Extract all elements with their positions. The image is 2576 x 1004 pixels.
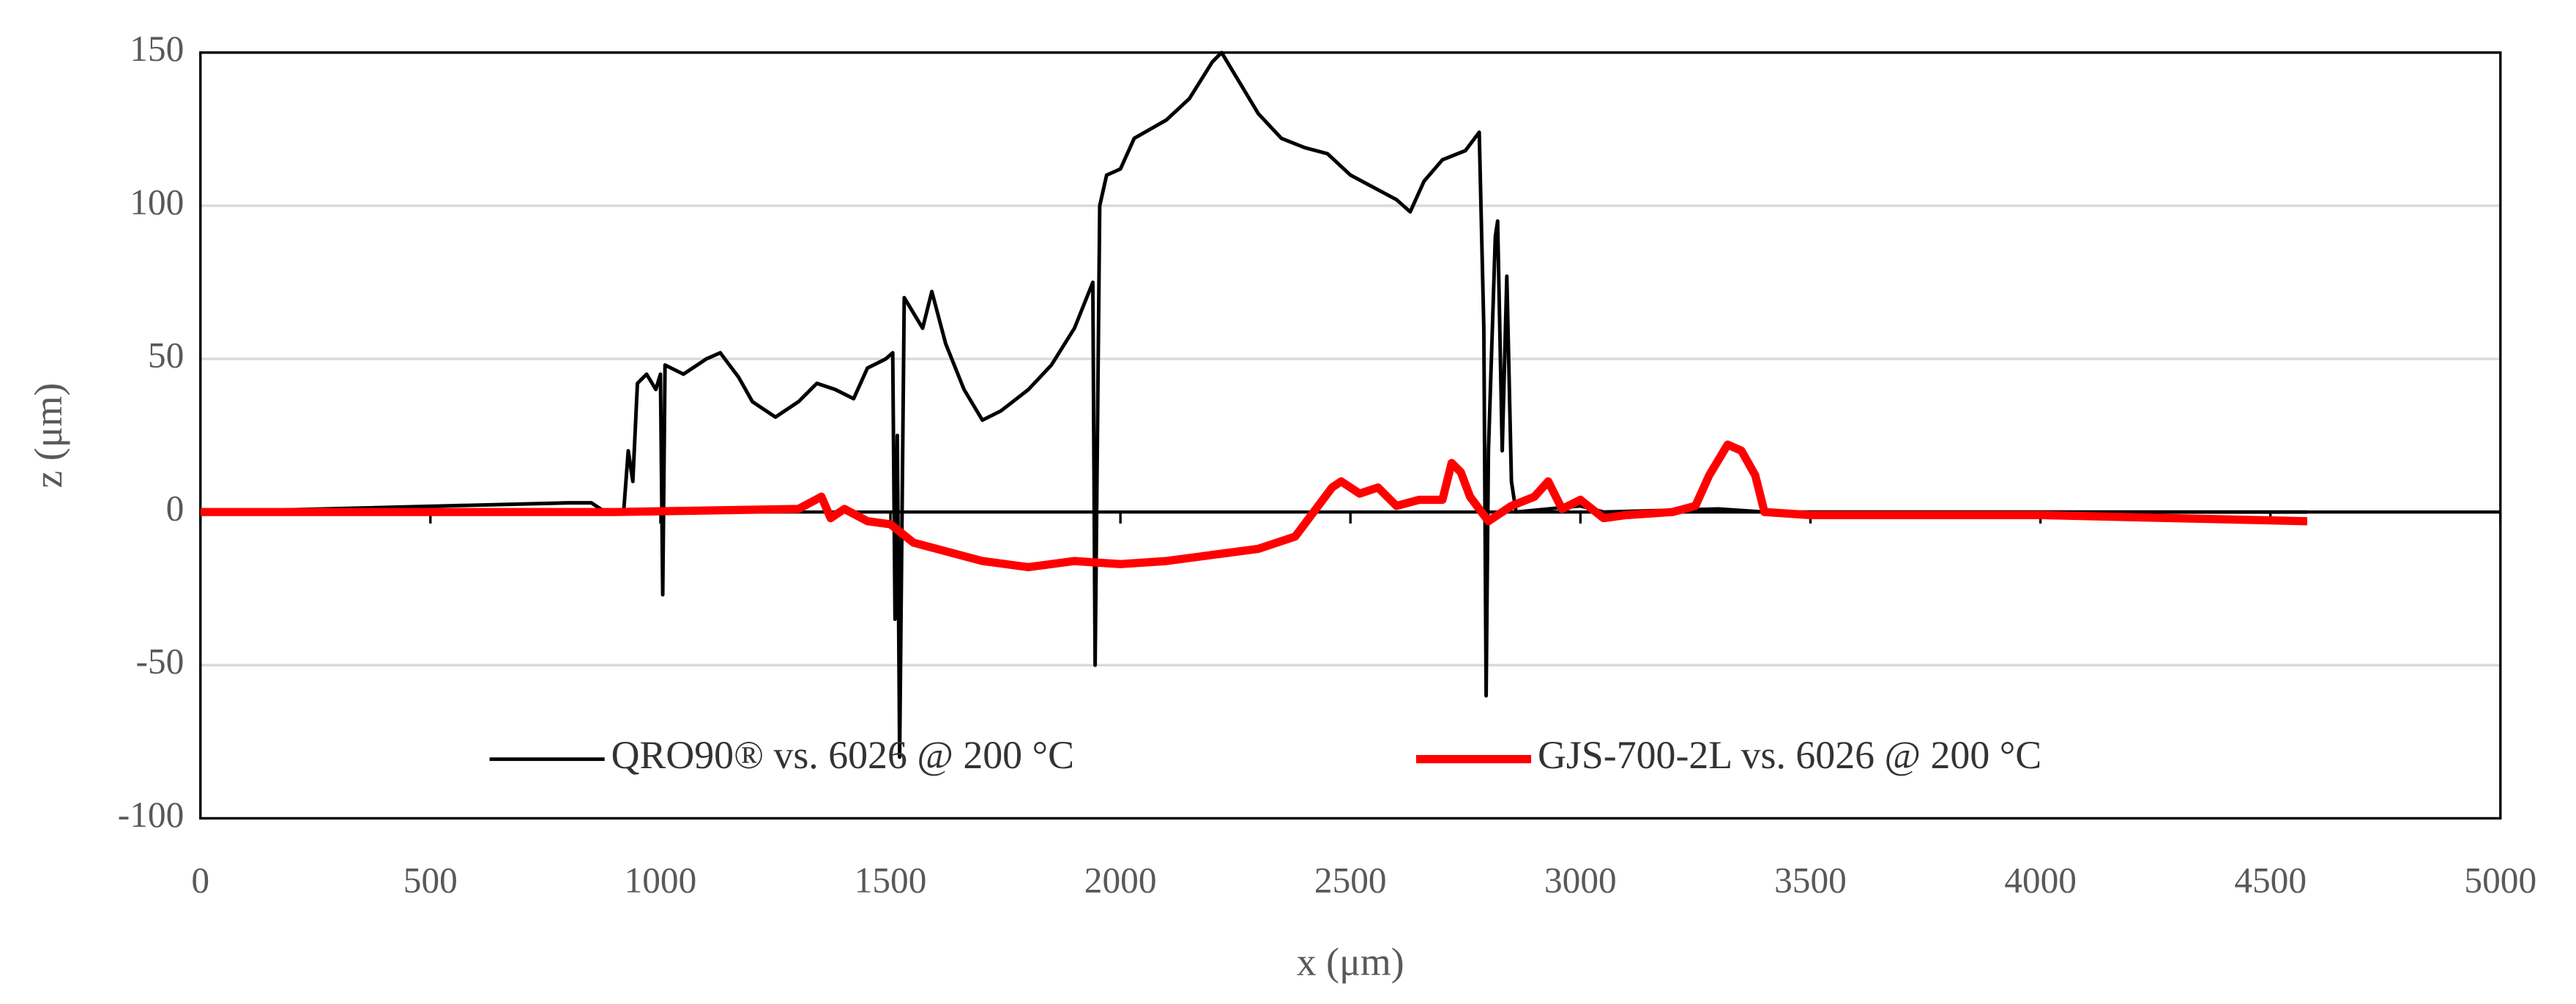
x-tick-label: 0 — [191, 860, 209, 901]
y-tick-label: -50 — [135, 642, 184, 682]
y-tick-label: 100 — [130, 182, 184, 222]
x-tick-label: 3000 — [1544, 860, 1617, 901]
x-tick-label: 4000 — [2004, 860, 2077, 901]
x-tick-label: 2500 — [1314, 860, 1387, 901]
legend-label: GJS-700-2L vs. 6026 @ 200 °C — [1538, 733, 2041, 777]
legend-label: QRO90® vs. 6026 @ 200 °C — [611, 733, 1074, 777]
y-tick-label: -100 — [118, 795, 184, 835]
x-tick-label: 500 — [403, 860, 458, 901]
y-tick-label: 0 — [166, 488, 185, 529]
plot-frame — [199, 51, 2502, 820]
x-tick-label: 3500 — [1774, 860, 1847, 901]
y-axis-title: z (μm) — [26, 383, 70, 488]
y-tick-label: 50 — [148, 335, 184, 375]
x-axis-title: x (μm) — [1297, 940, 1404, 984]
x-tick-label: 1000 — [625, 860, 697, 901]
y-tick-label: 150 — [130, 29, 184, 69]
data-line — [200, 440, 2308, 572]
x-tick-label: 4500 — [2234, 860, 2307, 901]
x-tick-label: 5000 — [2464, 860, 2536, 901]
data-line — [200, 51, 2307, 759]
x-tick-label: 2000 — [1084, 860, 1157, 901]
x-tick-label: 1500 — [855, 860, 927, 901]
